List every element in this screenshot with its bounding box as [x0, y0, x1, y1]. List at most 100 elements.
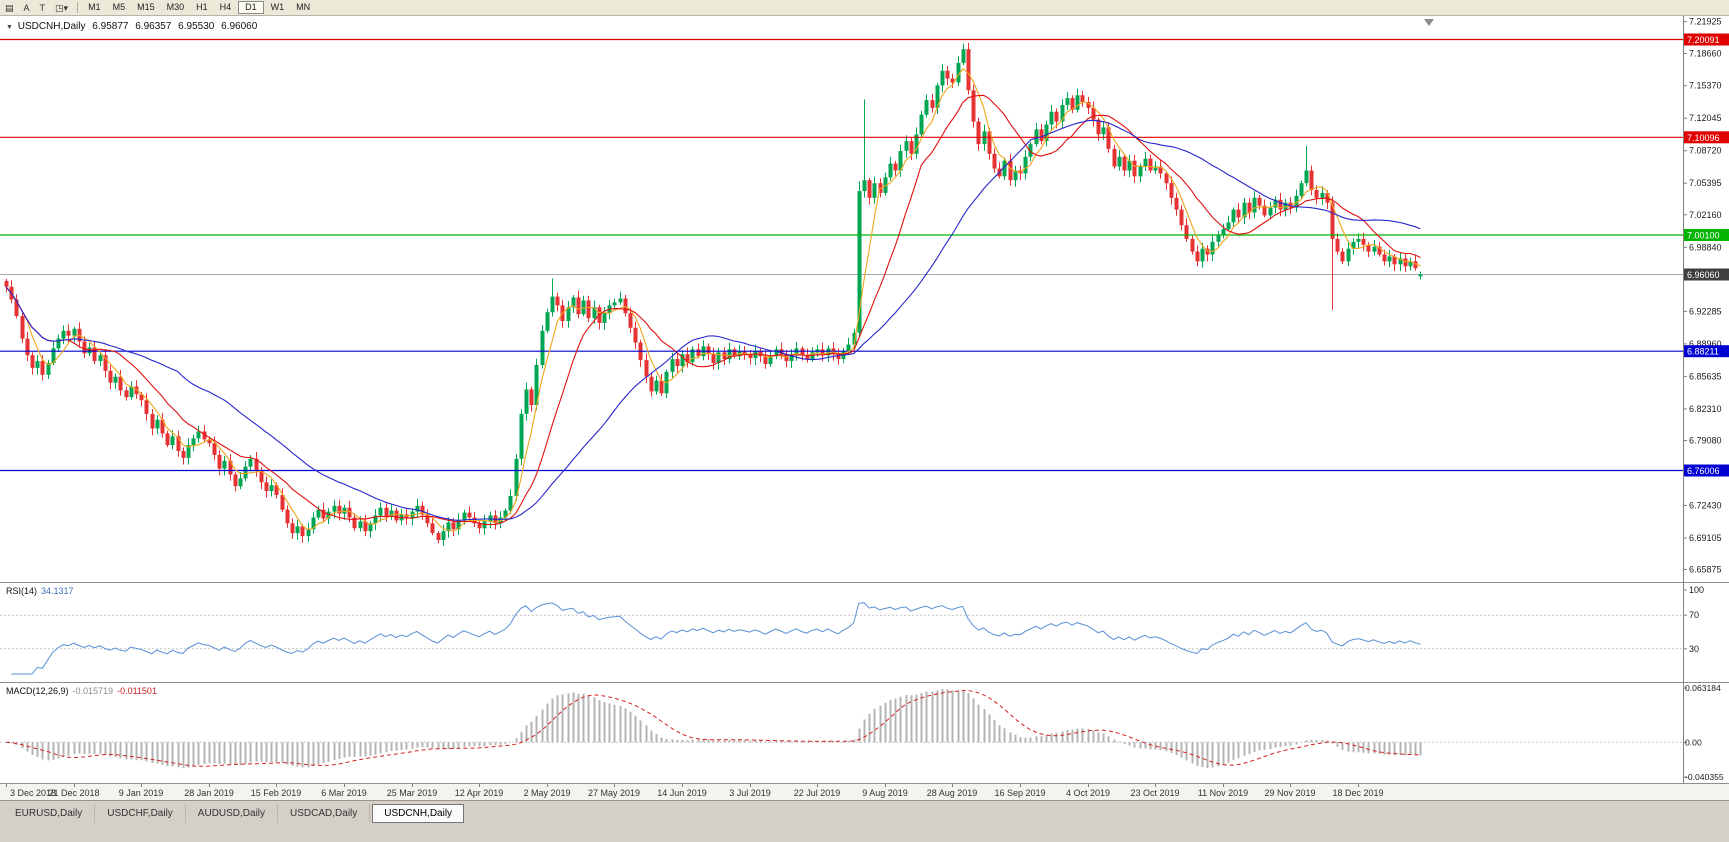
tab-eurusd-daily[interactable]: EURUSD,Daily	[3, 804, 96, 823]
macd-histogram	[10, 689, 1422, 769]
macd-main-value: -0.015719	[72, 686, 114, 696]
date-tick-mark	[1020, 784, 1021, 787]
date-tick-mark	[817, 784, 818, 787]
slow-ma-line	[5, 119, 1421, 521]
date-label: 14 Jun 2019	[657, 788, 707, 798]
legend-high: 6.96357	[135, 21, 172, 32]
timeframe-button-h1[interactable]: H1	[196, 2, 208, 12]
timeframe-button-w1[interactable]: W1	[270, 2, 285, 12]
macd-pane[interactable]: 0.063184 0.00 -0.040355	[0, 682, 1729, 783]
macd-tick-label: -0.040355	[1685, 772, 1724, 782]
svg-text:7.10096: 7.10096	[1687, 133, 1720, 143]
date-tick-mark	[209, 784, 210, 787]
date-tick-mark	[479, 784, 480, 787]
date-tick-mark	[141, 784, 142, 787]
macd-indicator-label: MACD(12,26,9) -0.015719 -0.011501	[6, 686, 157, 696]
date-tick-mark	[6, 784, 7, 787]
price-tick-label: 6.79080	[1689, 436, 1722, 446]
price-tick-label: 7.12045	[1689, 113, 1722, 123]
date-label: 22 Jul 2019	[793, 788, 841, 798]
timeframe-button-m15[interactable]: M15	[137, 2, 155, 12]
date-label: 3 Jul 2019	[729, 788, 771, 798]
timeframe-button-mn[interactable]: MN	[296, 2, 311, 12]
date-label: 9 Jan 2019	[118, 788, 164, 798]
mid-ma-line	[5, 94, 1421, 526]
date-tick-mark	[74, 784, 75, 787]
svg-text:7.00100: 7.00100	[1687, 231, 1720, 241]
price-shift-triangle-icon[interactable]	[1424, 19, 1434, 26]
price-pane[interactable]: 7.21925 7.18660 7.15370 7.12045 7.08720 7.053…	[0, 16, 1729, 582]
svg-text:6.96060: 6.96060	[1687, 270, 1720, 280]
timeframe-button-d1[interactable]: D1	[238, 1, 264, 14]
price-tick-label: 6.88960	[1689, 339, 1722, 349]
draw-tools-icon[interactable]: ◳▾	[55, 2, 69, 13]
level-price-badge	[1684, 345, 1729, 358]
timeframe-button-m1[interactable]: M1	[88, 2, 101, 12]
price-tick-label: 6.69105	[1689, 533, 1722, 543]
rsi-chart-canvas[interactable]: 100 70 30	[0, 582, 1729, 682]
level-price-badge	[1684, 131, 1729, 144]
price-tick-label: 7.18660	[1689, 49, 1722, 59]
level-price-badge	[1684, 33, 1729, 46]
tab-audusd-daily[interactable]: AUDUSD,Daily	[186, 804, 279, 823]
timeframe-button-m5[interactable]: M5	[112, 2, 126, 12]
macd-tick-label: 0.00	[1685, 737, 1702, 747]
text-icon[interactable]: T	[39, 2, 46, 13]
date-label: 23 Oct 2019	[1130, 788, 1180, 798]
date-label: 11 Nov 2019	[1197, 788, 1249, 798]
date-tick-mark	[1290, 784, 1291, 787]
date-tick-mark	[1155, 784, 1156, 787]
current-price-badge	[1684, 268, 1729, 281]
rsi-indicator-label: RSI(14) 34.1317	[6, 586, 74, 596]
date-tick-mark	[885, 784, 886, 787]
rsi-line	[11, 602, 1421, 675]
cursor-icon[interactable]: A	[23, 2, 30, 13]
date-label: 28 Aug 2019	[926, 788, 978, 798]
legend-symbol: USDCNH,Daily	[17, 21, 86, 32]
date-label: 15 Feb 2019	[250, 788, 302, 798]
macd-chart-canvas[interactable]: 0.063184 0.00 -0.040355	[0, 682, 1729, 783]
toolbar-separator	[77, 2, 79, 13]
date-label: 29 Nov 2019	[1264, 788, 1316, 798]
timeframe-button-h4[interactable]: H4	[219, 2, 232, 12]
date-tick-mark	[1088, 784, 1089, 787]
date-tick-mark	[682, 784, 683, 787]
macd-tick-label: 0.063184	[1685, 683, 1721, 693]
symbol-dropdown-icon[interactable]: ▼	[6, 24, 13, 31]
date-label: 9 Aug 2019	[862, 788, 908, 798]
date-label: 6 Mar 2019	[321, 788, 367, 798]
timeframe-button-m30[interactable]: M30	[166, 2, 185, 12]
rsi-name: RSI(14)	[6, 586, 38, 596]
macd-signal-line	[5, 690, 1421, 767]
price-tick-label: 7.08720	[1689, 146, 1722, 156]
date-tick-mark	[952, 784, 953, 787]
date-label: 3 Dec 2018	[9, 788, 57, 798]
date-tick-mark	[1223, 784, 1224, 787]
chart-tabs: EURUSD,Daily USDCHF,Daily AUDUSD,Daily USDC…	[0, 800, 1729, 826]
rsi-tick-label: 30	[1689, 644, 1699, 654]
price-chart-canvas[interactable]: 7.21925 7.18660 7.15370 7.12045 7.08720 7.053…	[0, 16, 1729, 582]
rsi-value: 34.1317	[41, 586, 74, 596]
date-tick-mark	[276, 784, 277, 787]
date-tick-mark	[1358, 784, 1359, 787]
date-tick-mark	[412, 784, 413, 787]
date-label: 16 Sep 2019	[994, 788, 1046, 798]
toolbar: ▤ A T ◳▾ M1 M5 M15 M30 H1 H4 D1 W1 MN	[0, 0, 1729, 16]
price-tick-label: 6.72430	[1689, 501, 1722, 511]
tab-usdcad-daily[interactable]: USDCAD,Daily	[278, 804, 371, 823]
date-label: 21 Dec 2018	[48, 788, 100, 798]
price-tick-label: 7.05395	[1689, 178, 1722, 188]
legend-open: 6.95877	[92, 21, 129, 32]
price-tick-label: 7.21925	[1689, 17, 1722, 27]
tab-usdcnh-daily[interactable]: USDCNH,Daily	[372, 804, 465, 823]
rsi-tick-label: 70	[1689, 610, 1699, 620]
date-tick-mark	[344, 784, 345, 787]
date-label: 28 Jan 2019	[184, 788, 234, 798]
chart-type-icon[interactable]: ▤	[5, 2, 14, 13]
time-axis: 3 Dec 2018 21 Dec 2018 9 Jan 2019 28 Jan 20…	[0, 783, 1729, 800]
date-label: 27 May 2019	[587, 788, 641, 798]
rsi-pane[interactable]: 100 70 30	[0, 582, 1729, 682]
tab-usdchf-daily[interactable]: USDCHF,Daily	[95, 804, 186, 823]
price-tick-label: 6.82310	[1689, 404, 1722, 414]
macd-name: MACD(12,26,9)	[6, 686, 69, 696]
